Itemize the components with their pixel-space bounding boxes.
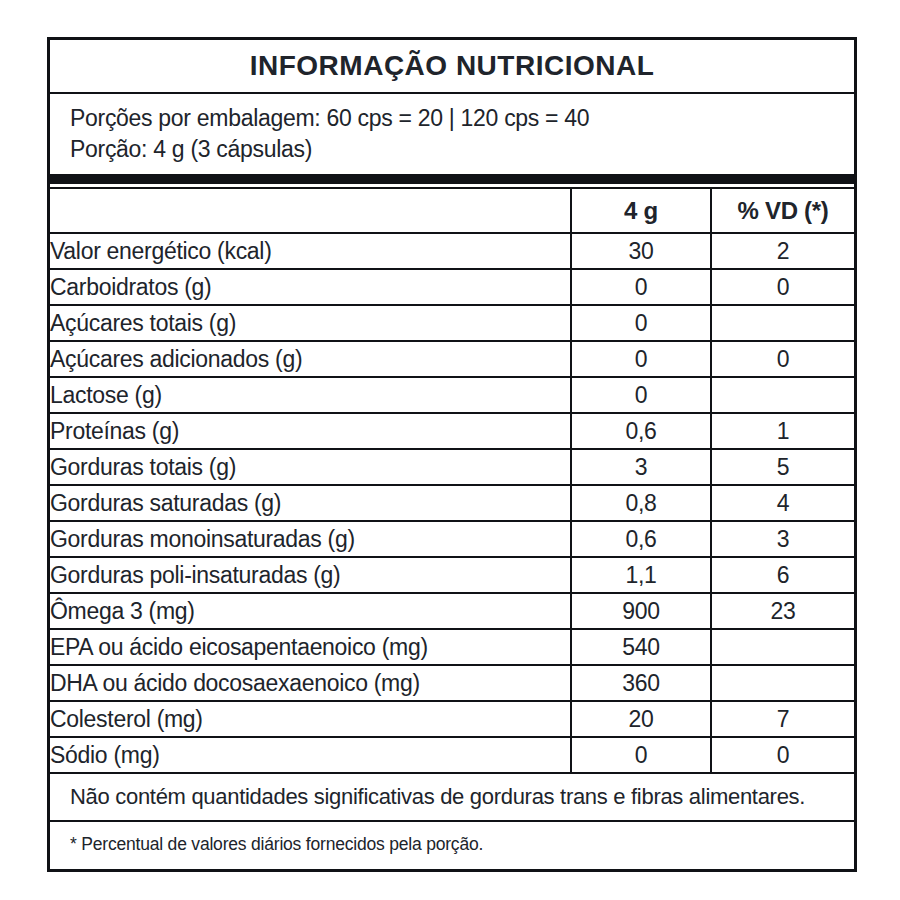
nutrition-facts-panel: INFORMAÇÃO NUTRICIONAL Porções por embal… xyxy=(47,37,857,872)
nutrient-daily-value xyxy=(711,305,854,341)
nutrient-amount: 30 xyxy=(571,233,711,269)
nutrient-label: Gorduras saturadas (g) xyxy=(50,485,571,521)
serving-info: Porções por embalagem: 60 cps = 20 | 120… xyxy=(50,94,854,176)
nutrient-amount: 0 xyxy=(571,341,711,377)
nutrient-daily-value: 5 xyxy=(711,449,854,485)
nutrient-label: Açúcares totais (g) xyxy=(50,305,571,341)
table-row: Colesterol (mg) 20 7 xyxy=(50,701,854,737)
table-row: EPA ou ácido eicosapentaenoico (mg) 540 xyxy=(50,629,854,665)
table-row: Açúcares totais (g) 0 xyxy=(50,305,854,341)
nutrient-daily-value xyxy=(711,377,854,413)
table-row: Gorduras poli-insaturadas (g) 1,1 6 xyxy=(50,557,854,593)
nutrient-amount: 0 xyxy=(571,737,711,773)
nutrient-label: DHA ou ácido docosaexaenoico (mg) xyxy=(50,665,571,701)
nutrient-amount: 3 xyxy=(571,449,711,485)
column-header-daily-value: % VD (*) xyxy=(711,188,854,233)
nutrient-daily-value: 6 xyxy=(711,557,854,593)
nutrient-amount: 360 xyxy=(571,665,711,701)
nutrient-daily-value xyxy=(711,665,854,701)
table-row: Gorduras totais (g) 3 5 xyxy=(50,449,854,485)
nutrient-daily-value: 2 xyxy=(711,233,854,269)
nutrient-amount: 0 xyxy=(571,377,711,413)
nutrient-daily-value: 1 xyxy=(711,413,854,449)
nutrient-label: Gorduras poli-insaturadas (g) xyxy=(50,557,571,593)
nutrient-amount: 20 xyxy=(571,701,711,737)
table-row: Açúcares adicionados (g) 0 0 xyxy=(50,341,854,377)
table-body: Valor energético (kcal) 30 2 Carboidrato… xyxy=(50,233,854,773)
nutrient-label: EPA ou ácido eicosapentaenoico (mg) xyxy=(50,629,571,665)
table-row: DHA ou ácido docosaexaenoico (mg) 360 xyxy=(50,665,854,701)
table-row: Lactose (g) 0 xyxy=(50,377,854,413)
table-row: Valor energético (kcal) 30 2 xyxy=(50,233,854,269)
nutrient-daily-value: 3 xyxy=(711,521,854,557)
table-row: Carboidratos (g) 0 0 xyxy=(50,269,854,305)
nutrient-daily-value: 7 xyxy=(711,701,854,737)
nutrient-amount: 540 xyxy=(571,629,711,665)
nutrient-label: Carboidratos (g) xyxy=(50,269,571,305)
nutrient-label: Valor energético (kcal) xyxy=(50,233,571,269)
daily-value-footnote: * Percentual de valores diários fornecid… xyxy=(50,822,854,869)
nutrient-amount: 1,1 xyxy=(571,557,711,593)
section-divider-bar xyxy=(50,176,854,184)
nutrient-daily-value: 4 xyxy=(711,485,854,521)
nutrient-label: Colesterol (mg) xyxy=(50,701,571,737)
nutrient-amount: 0,6 xyxy=(571,521,711,557)
servings-per-package: Porções por embalagem: 60 cps = 20 | 120… xyxy=(70,103,844,134)
nutrient-amount: 0,6 xyxy=(571,413,711,449)
table-row: Sódio (mg) 0 0 xyxy=(50,737,854,773)
column-header-amount: 4 g xyxy=(571,188,711,233)
table-row: Proteínas (g) 0,6 1 xyxy=(50,413,854,449)
nutrient-amount: 0,8 xyxy=(571,485,711,521)
nutrient-amount: 0 xyxy=(571,305,711,341)
nutrient-label: Lactose (g) xyxy=(50,377,571,413)
column-header-nutrient xyxy=(50,188,571,233)
nutrient-label: Sódio (mg) xyxy=(50,737,571,773)
table-header-row: 4 g % VD (*) xyxy=(50,188,854,233)
table-row: Gorduras saturadas (g) 0,8 4 xyxy=(50,485,854,521)
nutrient-label: Ômega 3 (mg) xyxy=(50,593,571,629)
nutrient-label: Açúcares adicionados (g) xyxy=(50,341,571,377)
nutrient-amount: 900 xyxy=(571,593,711,629)
nutrient-label: Proteínas (g) xyxy=(50,413,571,449)
serving-size: Porção: 4 g (3 cápsulas) xyxy=(70,134,844,165)
nutrient-daily-value: 23 xyxy=(711,593,854,629)
nutrient-daily-value: 0 xyxy=(711,341,854,377)
nutrient-daily-value: 0 xyxy=(711,269,854,305)
nutrient-daily-value xyxy=(711,629,854,665)
no-significant-amounts-note: Não contém quantidades significativas de… xyxy=(50,774,854,822)
table-row: Ômega 3 (mg) 900 23 xyxy=(50,593,854,629)
page-title: INFORMAÇÃO NUTRICIONAL xyxy=(50,40,854,94)
nutrient-daily-value: 0 xyxy=(711,737,854,773)
nutrient-label: Gorduras monoinsaturadas (g) xyxy=(50,521,571,557)
nutrition-table: 4 g % VD (*) Valor energético (kcal) 30 … xyxy=(50,187,854,774)
nutrient-amount: 0 xyxy=(571,269,711,305)
table-row: Gorduras monoinsaturadas (g) 0,6 3 xyxy=(50,521,854,557)
nutrient-label: Gorduras totais (g) xyxy=(50,449,571,485)
